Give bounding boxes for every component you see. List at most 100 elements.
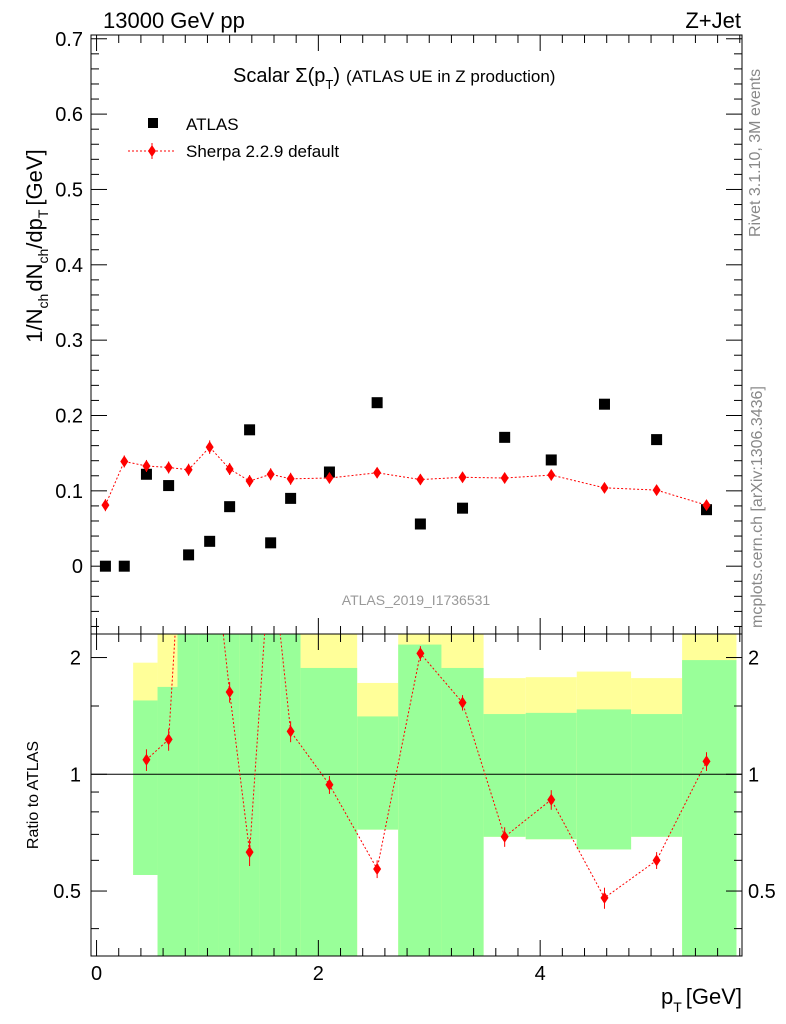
upper-y-tick-labels: 0 0.1 0.2 0.3 0.4 0.5 0.6 0.7 — [55, 29, 83, 578]
ratio-band-inner — [133, 700, 158, 875]
ratio-plot-data — [142, 408, 711, 909]
ratio-sherpa-point — [245, 846, 254, 859]
ratio-y-tick-label-left: 0.5 — [53, 881, 81, 903]
upper-y-tick-label: 0.7 — [55, 29, 83, 51]
ratio-band-inner — [198, 634, 219, 956]
ratio-sherpa-point — [185, 408, 193, 420]
x-axis-label: pT [GeV] — [661, 984, 742, 1015]
ratio-uncertainty-bands — [133, 634, 737, 956]
ratio-band-inner — [483, 714, 526, 837]
plot-title-main: Scalar Σ(p — [233, 65, 325, 87]
ratio-sherpa-point — [206, 504, 214, 516]
sherpa-point — [225, 462, 234, 475]
sherpa-point — [266, 468, 275, 481]
ratio-band-inner — [441, 667, 484, 956]
sherpa-point — [652, 484, 661, 497]
sherpa-line — [104, 446, 707, 506]
plot-title-close: ) — [333, 65, 340, 87]
upper-y-tick-label: 0.3 — [55, 330, 83, 352]
ratio-band-inner — [525, 712, 577, 840]
ratio-y-tick-label-left: 1 — [70, 764, 81, 786]
legend-label-atlas: ATLAS — [186, 115, 239, 134]
sherpa-point — [547, 469, 556, 482]
atlas-point — [204, 535, 216, 547]
x-tick-label: 0 — [91, 963, 102, 985]
sherpa-point — [142, 459, 151, 472]
ratio-sherpa-point — [286, 725, 295, 738]
sherpa-point — [286, 472, 295, 485]
sherpa-point — [205, 441, 214, 454]
ratio-sherpa-point — [500, 830, 509, 843]
ratio-band-inner — [218, 634, 240, 956]
legend-label-sherpa: Sherpa 2.2.9 default — [186, 142, 339, 161]
ratio-y-tick-labels: 0.5 0.5 1 1 2 2 — [53, 648, 776, 904]
ratio-y-axis-label: Ratio to ATLAS — [25, 741, 42, 849]
ratio-sherpa-point — [164, 733, 173, 746]
ratio-sherpa-point — [547, 793, 556, 806]
sherpa-point — [120, 455, 129, 468]
ratio-band-inner — [177, 634, 199, 956]
atlas-point — [285, 492, 297, 504]
atlas-point — [598, 398, 610, 410]
header-left-label: 13000 GeV pp — [103, 8, 245, 33]
ratio-band-inner — [239, 634, 260, 956]
legend-marker-sherpa — [148, 145, 156, 157]
atlas-point — [323, 466, 335, 478]
sherpa-point — [416, 473, 425, 486]
main-plot-data — [99, 397, 713, 572]
ratio-band-inner — [357, 716, 399, 830]
ratio-band-inner — [157, 686, 178, 956]
ratio-y-tick-label-left: 2 — [70, 648, 81, 670]
atlas-point — [224, 501, 236, 513]
atlas-point — [371, 397, 383, 409]
x-tick-label: 2 — [313, 963, 324, 985]
mcplots-reference-label: mcplots.cern.ch [arXiv:1306.3436] — [749, 386, 766, 628]
analysis-id-label: ATLAS_2019_I1736531 — [342, 592, 491, 608]
ratio-band-inner — [259, 634, 281, 956]
atlas-point — [140, 468, 152, 480]
atlas-point — [265, 537, 277, 549]
ratio-sherpa-point — [702, 755, 711, 768]
sherpa-point — [600, 481, 609, 494]
sherpa-point — [373, 466, 382, 479]
ratio-band-inner — [576, 709, 632, 850]
ratio-band-inner — [631, 714, 683, 837]
ratio-sherpa-point — [373, 862, 382, 875]
rivet-version-label: Rivet 3.1.10, 3M events — [747, 69, 764, 237]
axis-ticks — [91, 35, 742, 956]
ratio-sherpa-point — [142, 753, 151, 766]
sherpa-point — [702, 499, 711, 512]
atlas-point — [457, 502, 469, 514]
plot-title-sub: T — [325, 77, 333, 92]
x-tick-label: 4 — [535, 963, 546, 985]
upper-y-tick-label: 0.4 — [55, 255, 83, 277]
atlas-point — [244, 424, 256, 436]
sherpa-point — [101, 499, 110, 512]
ratio-band-inner — [398, 644, 442, 956]
atlas-point — [499, 431, 511, 443]
ratio-sherpa-point — [225, 685, 234, 698]
upper-y-axis-label: 1/NchdNch/dpT[GeV] — [22, 149, 51, 342]
ratio-band-inner — [300, 667, 358, 956]
ratio-sherpa-point — [600, 891, 609, 904]
plot-title: Scalar Σ(pT) (ATLAS UE in Z production) — [233, 65, 555, 92]
ratio-y-tick-label-right: 2 — [748, 648, 759, 670]
ratio-sherpa-point — [416, 647, 425, 660]
atlas-point — [414, 518, 426, 530]
atlas-point — [99, 560, 111, 572]
upper-y-tick-label: 0.5 — [55, 179, 83, 201]
sherpa-point — [325, 472, 334, 485]
upper-y-tick-label: 0 — [72, 556, 83, 578]
atlas-point — [545, 454, 557, 466]
legend: ATLAS Sherpa 2.2.9 default — [128, 115, 339, 161]
ratio-sherpa-point — [325, 778, 334, 791]
header-right-label: Z+Jet — [685, 8, 741, 33]
sherpa-point — [458, 471, 467, 484]
ratio-band-inner — [280, 634, 301, 956]
plot-title-detail: (ATLAS UE in Z production) — [346, 67, 555, 86]
ratio-sherpa-point — [458, 696, 467, 709]
atlas-point — [163, 480, 175, 492]
atlas-point — [651, 434, 663, 446]
sherpa-point — [164, 461, 173, 474]
